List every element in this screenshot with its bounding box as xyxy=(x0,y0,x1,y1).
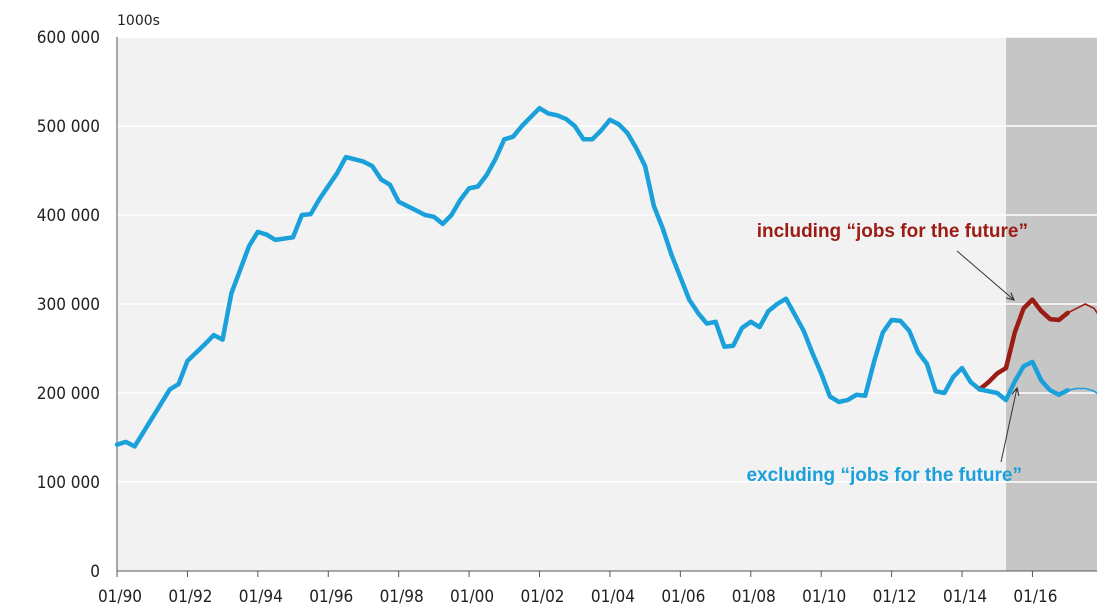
x-tick-label: 01/10 xyxy=(802,587,846,607)
y-tick-labels: 0 100 000 200 000 300 000 400 000 500 000 600 … xyxy=(37,28,100,582)
y-tick-label: 300 000 xyxy=(37,295,100,315)
x-tick-label: 01/06 xyxy=(661,587,705,607)
x-tick-label: 01/92 xyxy=(168,587,212,607)
y-tick-label: 0 xyxy=(90,562,100,582)
y-tick-label: 200 000 xyxy=(37,384,100,404)
series-line-historical xyxy=(114,105,982,449)
x-tick-label: 01/16 xyxy=(1013,587,1057,607)
y-tick-label: 400 000 xyxy=(37,206,100,226)
x-tick-label: 01/90 xyxy=(98,587,142,607)
y-tick-label: 100 000 xyxy=(37,473,100,493)
forecast-line-excluding xyxy=(1067,387,1097,395)
x-tick-label: 01/00 xyxy=(450,587,494,607)
forecast-line-including xyxy=(1067,303,1097,315)
x-tick-label: 01/02 xyxy=(520,587,564,607)
y-tick-label: 500 000 xyxy=(37,117,100,137)
including-arrow xyxy=(956,250,1016,301)
series-line-excluding xyxy=(977,359,1070,403)
series-line-including xyxy=(977,297,1070,392)
x-tick-label: 01/96 xyxy=(309,587,353,607)
unit-label: 1000s xyxy=(117,13,160,29)
x-tick-label: 01/98 xyxy=(380,587,424,607)
annotations: including “jobs for the future” excludin… xyxy=(746,221,1028,486)
x-tick-label: 01/94 xyxy=(239,587,283,607)
x-tick-label: 01/14 xyxy=(943,587,987,607)
series-lines xyxy=(114,105,1097,449)
x-tick-label: 01/04 xyxy=(591,587,635,607)
x-tick-labels: 01/90 01/92 01/94 01/96 01/98 01/00 01/02 01/04… xyxy=(98,571,1057,607)
including-series-label: including “jobs for the future” xyxy=(757,221,1028,242)
x-tick-label: 01/08 xyxy=(732,587,776,607)
y-tick-label: 600 000 xyxy=(37,28,100,48)
x-tick-label: 01/12 xyxy=(873,587,917,607)
gridlines xyxy=(117,36,1097,483)
excluding-series-label: excluding “jobs for the future” xyxy=(746,465,1022,486)
excluding-arrow xyxy=(1000,386,1020,463)
